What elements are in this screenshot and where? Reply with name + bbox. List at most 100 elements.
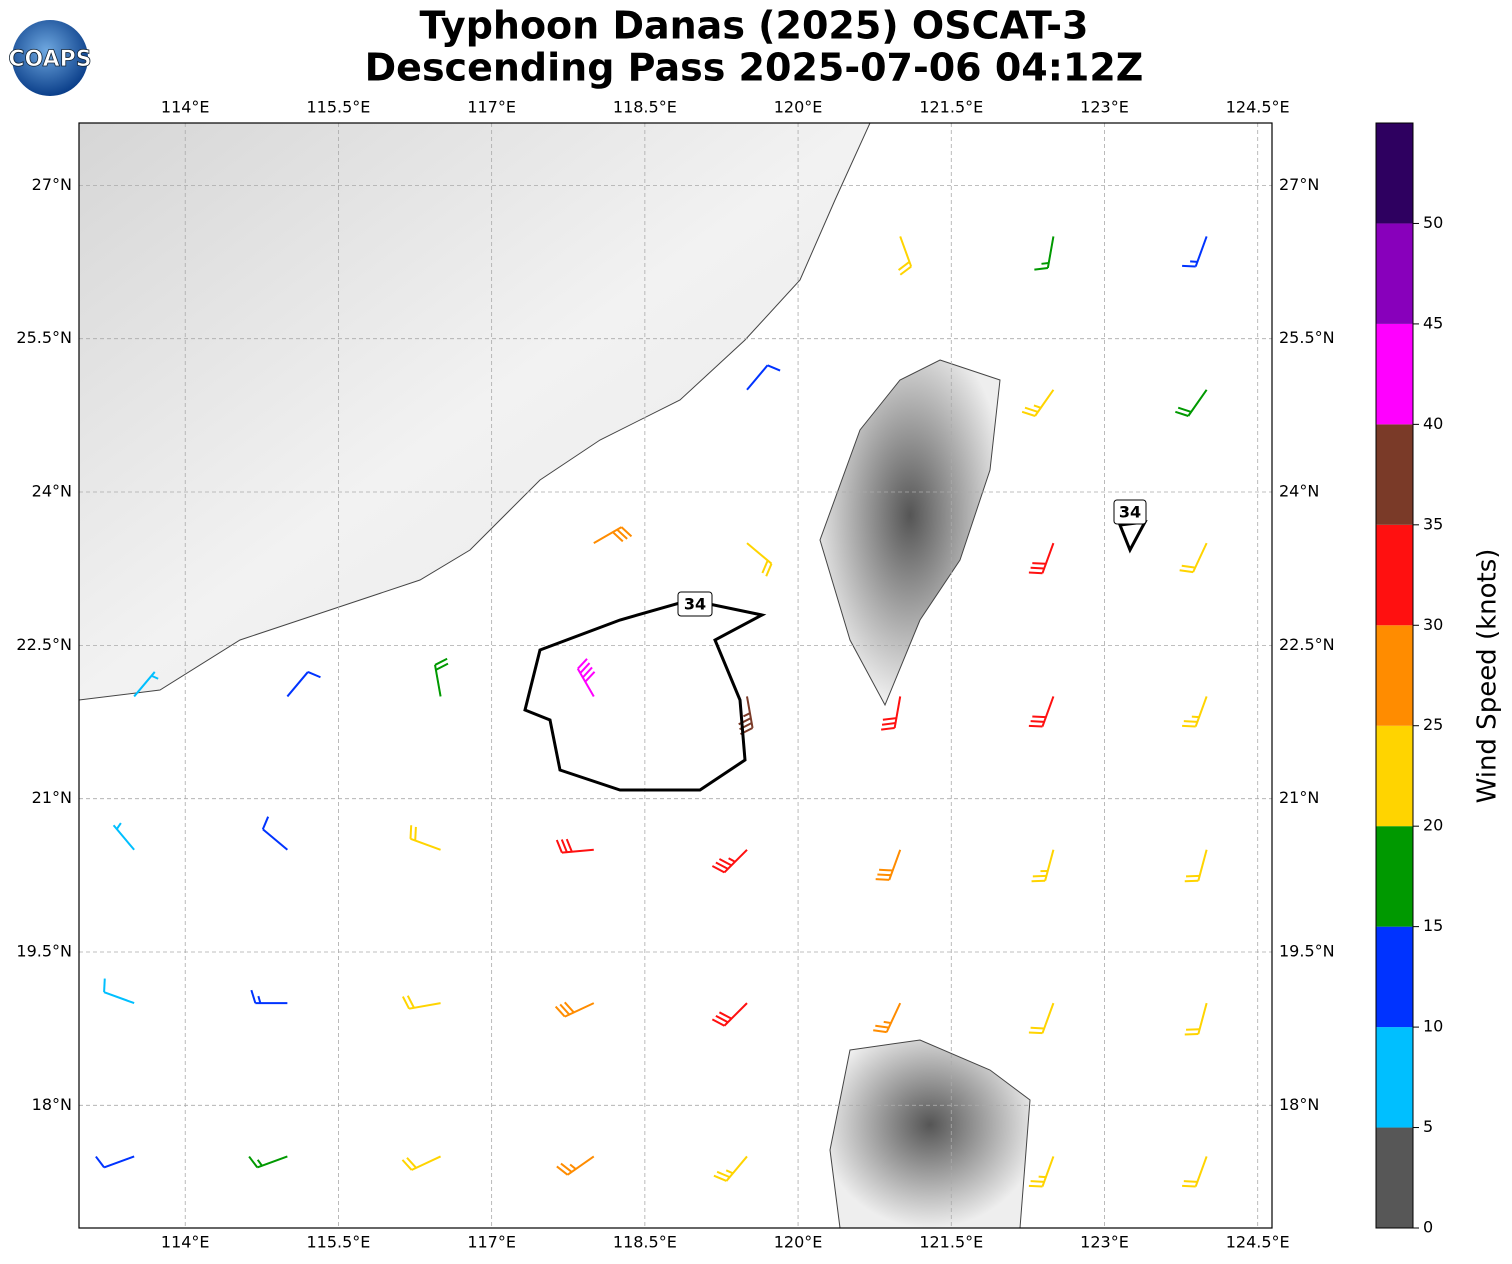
barb-staff	[723, 849, 748, 874]
colorbar-frame	[1375, 122, 1414, 1229]
barb-feather	[435, 662, 449, 671]
colorbar-tick-label: 50	[1423, 213, 1443, 232]
y-tick-label: 22.5°N	[16, 635, 72, 654]
wind-barb	[713, 1155, 748, 1182]
wind-barb	[248, 1155, 288, 1169]
barb-staff	[1194, 696, 1208, 727]
wind-barb	[1182, 1156, 1208, 1188]
wind-barb	[873, 1002, 902, 1034]
contour-label-box	[1113, 499, 1147, 525]
barb-feather	[899, 265, 912, 276]
barb-staff	[1197, 849, 1208, 881]
colorbar-tick-label: 25	[1423, 715, 1443, 734]
barb-feather	[715, 861, 729, 870]
barb-feather	[879, 868, 893, 872]
wind-barb	[875, 849, 902, 881]
barb-staff	[1194, 236, 1208, 267]
barb-feather	[718, 1011, 732, 1020]
barb-staff	[1194, 1156, 1208, 1187]
colorbar-tick-label: 0	[1423, 1218, 1433, 1237]
barb-half-feather	[1190, 260, 1198, 263]
wind-barb	[1021, 389, 1055, 417]
title: Typhoon Danas (2025) OSCAT-3	[420, 4, 1089, 48]
barb-half-feather	[115, 822, 122, 830]
colorbar: 0 5 10 15 20 25 30 35 40 45 50	[1375, 122, 1443, 1237]
barb-staff	[1041, 542, 1055, 574]
barb-staff	[746, 542, 773, 565]
barb-feather	[434, 657, 448, 666]
land-taiwan	[819, 359, 1001, 707]
wind-barb	[555, 838, 594, 854]
x-tick-label: 117°E	[467, 98, 516, 117]
wind-barb	[554, 1001, 595, 1018]
barb-feather	[560, 1162, 573, 1173]
barb-feather	[877, 873, 892, 877]
barb-feather	[875, 1024, 889, 1029]
barb-feather	[565, 838, 573, 853]
barb-feather	[584, 671, 596, 683]
wind-barb	[250, 989, 288, 1005]
barb-feather	[1032, 562, 1046, 565]
x-tick-label: 123°E	[1080, 98, 1129, 117]
colorbar-tick-label: 40	[1423, 414, 1443, 433]
x-tick-label: 115.5°E	[306, 1233, 370, 1252]
barb-staff	[576, 668, 595, 697]
barb-feather	[1183, 720, 1198, 723]
barb-half-feather	[725, 1169, 734, 1175]
barb-feather	[761, 560, 769, 574]
wind-barb	[103, 978, 135, 1005]
barb-feather	[1183, 1180, 1198, 1183]
wind-barb	[1034, 236, 1055, 271]
barb-feather	[95, 1155, 105, 1168]
colorbar-segment	[1376, 123, 1413, 224]
x-tick-label: 117°E	[467, 1233, 516, 1252]
wind-barb	[1031, 849, 1055, 883]
colorbar-segment	[1376, 424, 1413, 525]
barb-feather	[563, 1001, 575, 1014]
wind-barb	[746, 364, 781, 391]
wind-barb	[1182, 236, 1208, 268]
barb-feather	[873, 1029, 887, 1034]
barb-staff	[1041, 1002, 1055, 1034]
y-tick-label: 27°N	[1279, 175, 1319, 194]
barb-staff	[723, 1002, 748, 1027]
wind-barb	[1182, 696, 1208, 728]
x-tick-label: 114°E	[161, 98, 210, 117]
barb-feather	[414, 826, 417, 841]
barb-feather	[881, 726, 895, 731]
barb-staff	[1041, 1156, 1055, 1187]
barb-feather	[307, 671, 321, 679]
y-tick-label: 18°N	[1279, 1095, 1319, 1114]
contour-label: 34	[1119, 503, 1141, 522]
barb-feather	[711, 1018, 725, 1027]
barb-staff	[1187, 389, 1208, 417]
barb-feather	[1030, 1026, 1045, 1030]
barb-feather	[577, 658, 588, 670]
barb-feather	[1179, 569, 1194, 574]
barbs	[95, 236, 1208, 1188]
barb-staff	[1034, 389, 1055, 417]
wind-barb	[401, 995, 441, 1010]
barb-staff	[885, 1002, 902, 1033]
x-tick-label: 120°E	[774, 98, 823, 117]
barb-feather	[1028, 571, 1043, 575]
barb-staff	[567, 1155, 595, 1176]
barb-staff	[103, 1155, 135, 1169]
wind-barb	[1028, 542, 1055, 575]
barb-half-feather	[1038, 1175, 1046, 1179]
barb-feather	[1181, 564, 1196, 569]
colorbar-segment	[1376, 223, 1413, 324]
barb-half-feather	[151, 674, 159, 680]
y-tick-label: 19.5°N	[1279, 942, 1335, 961]
barb-feather	[1175, 410, 1189, 417]
barb-half-feather	[742, 712, 751, 718]
y-tick-label: 27°N	[32, 175, 72, 194]
wind-barb	[1175, 389, 1208, 417]
barb-feather	[711, 865, 725, 874]
barb-feather	[1030, 1180, 1045, 1183]
barb-feather	[1034, 266, 1048, 271]
map-area: 34 34	[79, 123, 1272, 1228]
barb-feather	[612, 531, 624, 543]
colorbar-segment	[1376, 323, 1413, 425]
barb-staff	[410, 837, 441, 851]
